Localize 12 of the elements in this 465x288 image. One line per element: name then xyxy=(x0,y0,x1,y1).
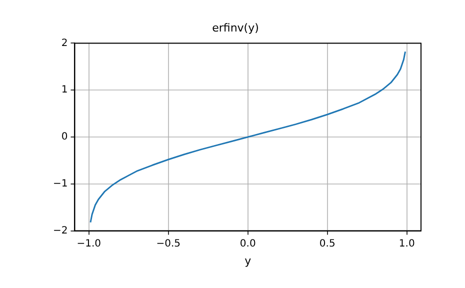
y-tick-label: 1 xyxy=(61,84,68,96)
x-axis-title: y xyxy=(244,254,252,268)
x-tick-label: 1.0 xyxy=(398,238,415,250)
x-tick-label: 0.5 xyxy=(319,238,336,250)
x-tick-label: −0.5 xyxy=(156,238,181,250)
y-tick-label: 2 xyxy=(61,38,68,49)
y-tick-label: −1 xyxy=(52,178,68,190)
x-tick-label: 0.0 xyxy=(240,238,256,250)
chart-title: erfinv(y) xyxy=(212,21,259,34)
x-tick-label: −1.0 xyxy=(76,238,102,250)
y-tick-label: 0 xyxy=(61,132,68,143)
y-tick-label: −2 xyxy=(52,225,68,236)
